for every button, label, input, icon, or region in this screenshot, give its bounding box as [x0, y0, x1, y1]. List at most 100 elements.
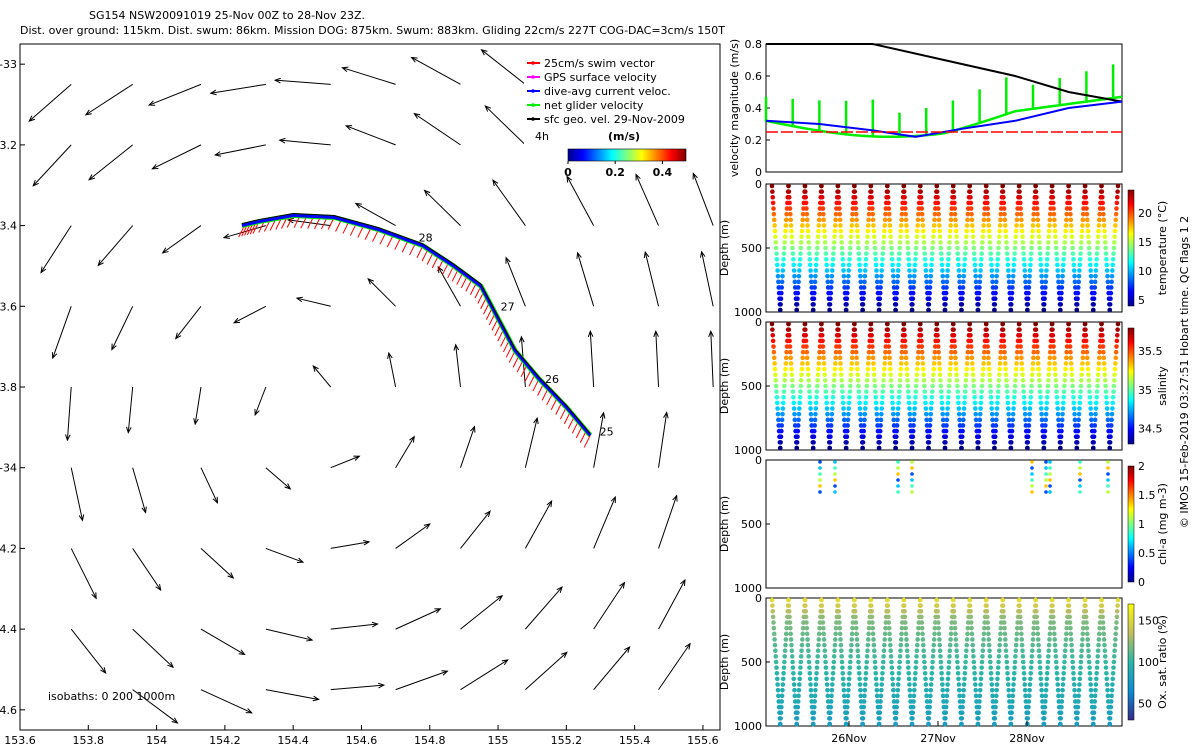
- profile-sample: [775, 268, 780, 273]
- profile-sample: [855, 378, 861, 383]
- profile-sample: [967, 603, 973, 608]
- profile-sample: [1112, 642, 1118, 648]
- profile-sample: [780, 268, 786, 273]
- profile-sample: [968, 338, 974, 344]
- profile-sample: [824, 262, 829, 268]
- profile-sample: [1091, 710, 1097, 716]
- profile-sample: [800, 625, 806, 631]
- profile-sample: [865, 228, 871, 234]
- profile-sample: [879, 262, 885, 268]
- profile-sample: [927, 285, 933, 290]
- profile-sample: [1030, 642, 1035, 648]
- profile-sample: [786, 327, 792, 332]
- profile-sample: [772, 637, 777, 642]
- profile-sample: [940, 682, 945, 687]
- profile-sample: [949, 625, 954, 631]
- profile-sample: [841, 268, 846, 273]
- velocity-series: [764, 43, 1123, 139]
- profile-sample: [911, 411, 917, 417]
- profile-sample: [1080, 217, 1086, 223]
- profile-sample: [825, 279, 831, 285]
- profile-sample: [797, 268, 802, 273]
- profile-sample: [1017, 338, 1023, 344]
- profile-sample: [1092, 290, 1097, 296]
- profile-sample: [935, 194, 940, 200]
- profile-colorbar: [1127, 189, 1135, 307]
- profile-sample: [1076, 699, 1081, 704]
- profile-sample: [789, 648, 795, 654]
- profile-sample: [1014, 217, 1020, 223]
- profile-sample: [849, 223, 855, 228]
- profile-sample: [852, 183, 857, 189]
- profile-sample: [877, 440, 882, 445]
- profile-sample: [862, 279, 867, 285]
- profile-sample: [929, 676, 934, 682]
- profile-sample: [912, 268, 917, 273]
- profile-sample: [779, 423, 785, 428]
- profile-sample: [797, 256, 803, 262]
- profile-sample: [1052, 223, 1058, 228]
- profile-sample: [833, 217, 838, 223]
- profile-sample: [899, 625, 905, 631]
- profile-sample: [927, 423, 933, 428]
- profile-sample: [932, 355, 937, 361]
- profile-ytick-label: 0: [755, 178, 762, 191]
- map-vector: [70, 467, 83, 521]
- profile-sample: [879, 406, 885, 411]
- profile-sample: [1000, 321, 1005, 327]
- profile-sample: [1002, 631, 1008, 637]
- profile-sample: [796, 417, 801, 423]
- profile-sample: [846, 411, 851, 417]
- profile-sample: [1003, 234, 1009, 240]
- profile-sample: [773, 372, 778, 378]
- profile-sample: [931, 637, 937, 642]
- profile-sample: [1096, 355, 1102, 361]
- profile-sample: [1079, 378, 1084, 383]
- profile-sample: [943, 710, 949, 716]
- map-vector: [265, 467, 291, 490]
- profile-sample: [871, 372, 877, 378]
- profile-sample: [800, 631, 806, 637]
- profile-sample: [821, 361, 827, 366]
- map-vector: [85, 83, 133, 116]
- profile-sample: [895, 279, 900, 285]
- profile-sample: [838, 234, 844, 240]
- profile-sample: [895, 687, 901, 693]
- profile-sample: [968, 194, 973, 200]
- profile-sample: [1063, 361, 1069, 366]
- profile-sample: [1020, 659, 1026, 665]
- profile-sample: [980, 240, 985, 245]
- profile-sample: [1027, 406, 1033, 411]
- profile-sample: [879, 273, 884, 279]
- profile-sample: [1077, 676, 1083, 682]
- map-vector: [265, 689, 319, 700]
- profile-sample: [947, 366, 953, 372]
- profile-sample: [1084, 625, 1090, 631]
- map-vector-head: [437, 265, 444, 274]
- profile-sample: [959, 710, 965, 716]
- map-vector-head: [167, 661, 174, 669]
- profile-sample: [1080, 625, 1086, 631]
- profile-sample: [978, 682, 983, 687]
- profile-sample: [1113, 211, 1119, 217]
- profile-sample: [957, 417, 962, 423]
- profile-sample: [1042, 434, 1047, 440]
- profile-sample: [1044, 478, 1048, 482]
- profile-sample: [1078, 460, 1082, 464]
- profile-sample: [1018, 206, 1023, 211]
- profile-sample: [852, 321, 857, 327]
- profile-sample: [1003, 642, 1008, 648]
- profile-sample: [1087, 389, 1092, 394]
- profile-sample: [1102, 378, 1108, 383]
- profile-sample: [770, 338, 776, 344]
- profile-sample: [1074, 302, 1080, 307]
- colorbar-tick-label: 0: [1138, 576, 1145, 589]
- map-vector: [481, 49, 526, 85]
- profile-sample: [880, 251, 886, 256]
- profile-sample: [1062, 378, 1068, 383]
- profile-sample: [1062, 245, 1067, 251]
- profile-sample: [1075, 290, 1081, 296]
- profile-sample: [1090, 307, 1096, 313]
- map-vector: [658, 495, 678, 549]
- profile-sample: [1035, 637, 1041, 642]
